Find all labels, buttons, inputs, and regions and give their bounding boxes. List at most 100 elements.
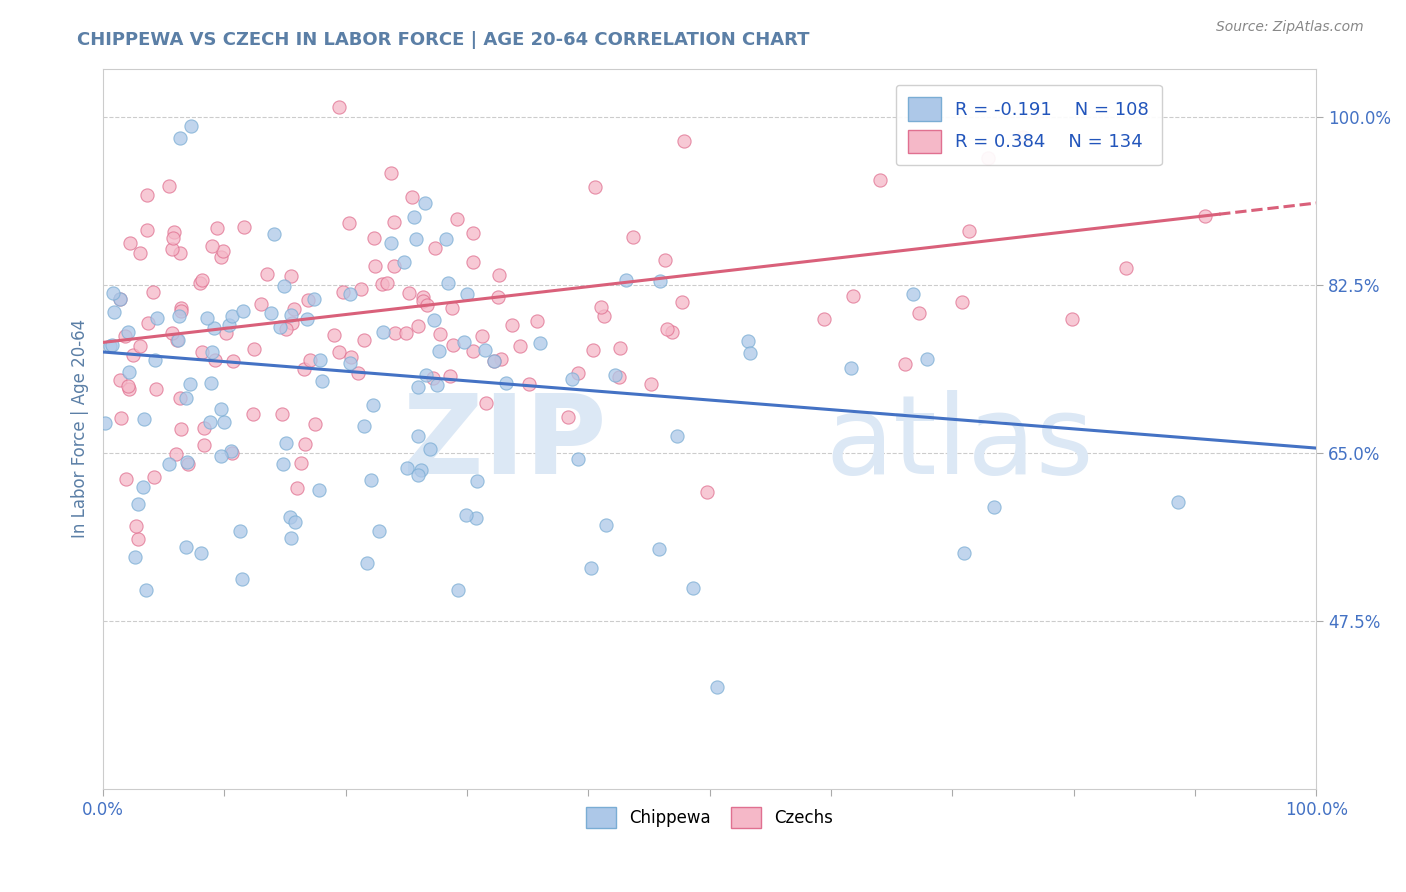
Point [120, 236, 142, 251]
Point [114, 329, 136, 343]
Point [204, 352, 226, 367]
Point [166, 333, 188, 347]
Point [117, 379, 139, 393]
Point [517, 377, 540, 392]
Point [304, 417, 326, 432]
Point [591, 301, 613, 315]
Point [441, 337, 464, 351]
Point [394, 255, 416, 269]
Point [384, 326, 406, 340]
Point [738, 346, 761, 360]
Point [346, 366, 368, 380]
Point [302, 292, 325, 306]
Point [101, 338, 124, 352]
Point [212, 244, 235, 258]
Point [453, 335, 475, 350]
Point [1060, 312, 1083, 326]
Point [360, 473, 382, 487]
Point [648, 274, 671, 288]
Point [294, 436, 316, 450]
Point [124, 549, 146, 564]
Point [356, 557, 378, 571]
Point [127, 533, 149, 547]
Point [169, 131, 191, 145]
Point [176, 454, 198, 468]
Point [135, 583, 157, 598]
Point [142, 285, 165, 299]
Point [209, 449, 232, 463]
Point [259, 306, 281, 320]
Point [609, 342, 631, 356]
Point [593, 310, 616, 324]
Point [456, 287, 478, 301]
Point [406, 319, 429, 334]
Point [461, 344, 484, 359]
Point [122, 348, 145, 362]
Point [271, 407, 294, 421]
Point [1194, 209, 1216, 223]
Point [170, 301, 193, 316]
Point [101, 285, 124, 300]
Point [174, 391, 197, 405]
Point [953, 546, 976, 560]
Point [201, 345, 224, 359]
Text: ZIP: ZIP [404, 390, 606, 497]
Point [278, 509, 301, 524]
Point [482, 353, 505, 368]
Text: CHIPPEWA VS CZECH IN LABOR FORCE | AGE 20-64 CORRELATION CHART: CHIPPEWA VS CZECH IN LABOR FORCE | AGE 2… [77, 31, 810, 49]
Point [567, 366, 589, 380]
Point [176, 540, 198, 554]
Point [907, 305, 929, 319]
Point [117, 325, 139, 339]
Point [1115, 261, 1137, 276]
Point [274, 435, 297, 450]
Point [409, 463, 432, 477]
Point [491, 351, 513, 366]
Point [901, 286, 924, 301]
Point [475, 396, 498, 410]
Point [595, 518, 617, 533]
Point [110, 373, 132, 387]
Point [163, 225, 186, 239]
Point [309, 353, 332, 368]
Point [146, 310, 169, 325]
Point [263, 227, 285, 242]
Point [501, 318, 523, 333]
Point [429, 327, 451, 342]
Point [869, 173, 891, 187]
Point [957, 224, 980, 238]
Point [375, 276, 398, 290]
Point [582, 343, 605, 358]
Point [561, 372, 583, 386]
Point [281, 316, 304, 330]
Point [280, 308, 302, 322]
Point [380, 166, 402, 180]
Point [221, 446, 243, 460]
Point [440, 301, 463, 315]
Point [706, 680, 728, 694]
Point [437, 277, 460, 291]
Point [110, 411, 132, 425]
Point [308, 483, 330, 498]
Point [179, 376, 201, 391]
Point [280, 531, 302, 545]
Point [488, 268, 510, 283]
Point [370, 277, 392, 291]
Point [465, 474, 488, 488]
Point [339, 286, 361, 301]
Point [371, 325, 394, 339]
Point [215, 326, 238, 341]
Point [471, 329, 494, 343]
Point [655, 322, 678, 336]
Text: atlas: atlas [825, 390, 1094, 497]
Point [180, 119, 202, 133]
Point [495, 376, 517, 390]
Point [136, 316, 159, 330]
Point [406, 468, 429, 483]
Point [269, 320, 291, 334]
Point [408, 380, 430, 394]
Point [557, 409, 579, 424]
Point [526, 314, 548, 328]
Point [983, 500, 1005, 514]
Point [456, 508, 478, 522]
